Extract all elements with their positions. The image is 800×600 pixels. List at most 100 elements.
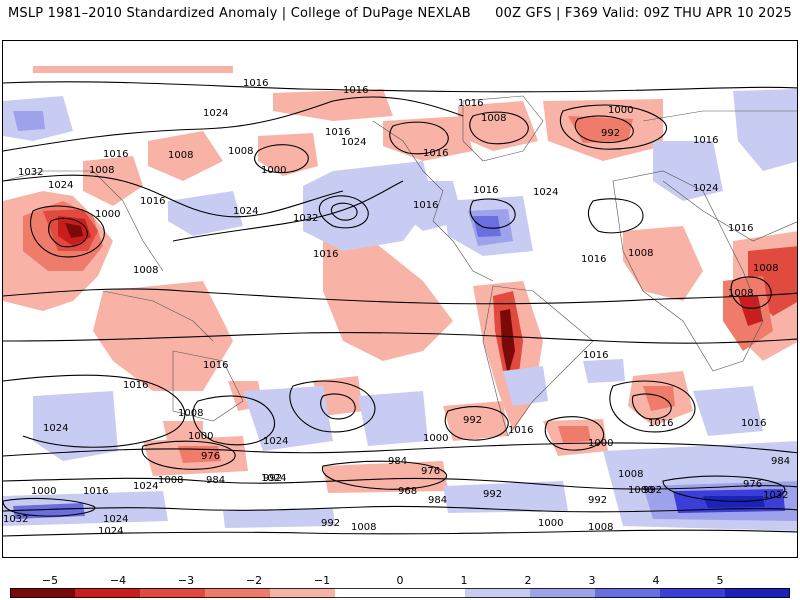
contour-label: 1032 (3, 514, 28, 525)
colorbar-tick-label: 5 (716, 574, 724, 587)
colorbar-tick-label: −4 (109, 574, 127, 587)
colorbar (10, 588, 790, 598)
contour-label: 1016 (583, 350, 608, 361)
contour-label: 1024 (103, 514, 128, 525)
contour-label: 1000 (608, 105, 633, 116)
contour-label: 1016 (343, 85, 368, 96)
contour-label: 1008 (628, 248, 653, 259)
contour-label: 1016 (423, 148, 448, 159)
contour-label: 1000 (95, 209, 120, 220)
colorbar-segment (205, 588, 271, 598)
contour-label: 1016 (83, 486, 108, 497)
contour-label: 1008 (168, 150, 193, 161)
colorbar-tick-label: 1 (460, 574, 468, 587)
contour-label: 1024 (533, 187, 558, 198)
colorbar-tick-label: 2 (524, 574, 532, 587)
colorbar-segment (465, 588, 531, 598)
contour-label: 1016 (741, 418, 766, 429)
contour-label: 1024 (43, 423, 68, 434)
contour-label: 984 (388, 456, 407, 467)
contour-label: 992 (643, 485, 662, 496)
contour-label: 1008 (753, 263, 778, 274)
colorbar-tick-label: 3 (588, 574, 596, 587)
colorbar-tick-label: 0 (396, 574, 404, 587)
contour-label: 976 (743, 479, 762, 490)
contour-label: 1000 (261, 165, 286, 176)
colorbar-segment (10, 588, 76, 598)
contour-label: 1032 (763, 490, 788, 501)
contour-label: 992 (588, 495, 607, 506)
anomaly-map-svg: 1016 1016 1016 1000 1008 992 1016 1024 1… (3, 66, 797, 537)
contour-label: 992 (463, 415, 482, 426)
colorbar-tick-label: −3 (177, 574, 195, 587)
model-run-info: 00Z GFS | F369 Valid: 09Z THU APR 10 202… (495, 6, 792, 21)
contour-label: 1016 (313, 249, 338, 260)
contour-label: 1024 (261, 473, 286, 484)
contour-label: 1032 (293, 213, 318, 224)
contour-label: 1016 (325, 127, 350, 138)
colorbar-segment (530, 588, 596, 598)
contour-label: 1000 (423, 433, 448, 444)
contour-label: 1024 (341, 137, 366, 148)
colorbar-segment (75, 588, 141, 598)
contour-label: 1000 (588, 438, 613, 449)
contour-label: 984 (771, 456, 790, 467)
contour-label: 984 (428, 495, 447, 506)
isobars (3, 81, 797, 537)
contour-label: 1000 (31, 486, 56, 497)
colorbar-tick-label: −1 (313, 574, 331, 587)
anomaly-map: 1016 1016 1016 1000 1008 992 1016 1024 1… (2, 40, 798, 558)
contour-label: 1008 (133, 265, 158, 276)
contour-label: 1016 (508, 425, 533, 436)
colorbar-segment (270, 588, 336, 598)
contour-label: 1016 (728, 223, 753, 234)
colorbar-segment (725, 588, 790, 598)
contour-label: 976 (421, 466, 440, 477)
contour-label: 1024 (98, 526, 123, 537)
contour-label: 1024 (48, 180, 73, 191)
contour-label: 1032 (18, 167, 43, 178)
contour-labels: 1016 1016 1016 1000 1008 992 1016 1024 1… (3, 78, 790, 537)
contour-label: 1024 (203, 108, 228, 119)
contour-label: 1016 (140, 196, 165, 207)
contour-label: 992 (601, 128, 620, 139)
contour-label: 1008 (728, 288, 753, 299)
contour-label: 1016 (103, 149, 128, 160)
contour-label: 1016 (458, 98, 483, 109)
contour-label: 968 (398, 486, 417, 497)
contour-label: 1000 (188, 431, 213, 442)
contour-label: 1016 (243, 78, 268, 89)
contour-label: 1008 (588, 522, 613, 533)
contour-label: 1008 (618, 469, 643, 480)
contour-label: 1024 (133, 481, 158, 492)
contour-label: 992 (483, 489, 502, 500)
colorbar-segment (335, 588, 401, 598)
contour-label: 1016 (203, 360, 228, 371)
contour-label: 1008 (351, 522, 376, 533)
contour-label: 1016 (413, 200, 438, 211)
contour-label: 1008 (481, 113, 506, 124)
colorbar-tick-label: 4 (652, 574, 660, 587)
contour-label: 1016 (648, 418, 673, 429)
colorbar-border (10, 588, 790, 598)
contour-label: 1016 (123, 380, 148, 391)
contour-label: 1016 (473, 185, 498, 196)
contour-label: 1000 (538, 518, 563, 529)
colorbar-labels: −5 −4 −3 −2 −1 0 1 2 3 4 5 (0, 574, 800, 588)
contour-label: 1016 (581, 254, 606, 265)
contour-label: 1008 (158, 475, 183, 486)
colorbar-tick-label: −5 (41, 574, 59, 587)
contour-label: 1024 (263, 436, 288, 447)
contour-label: 1016 (693, 135, 718, 146)
colorbar-segments (10, 588, 790, 598)
colorbar-segment (400, 588, 466, 598)
contour-label: 1024 (233, 206, 258, 217)
contour-label: 1024 (693, 183, 718, 194)
contour-label: 1008 (178, 408, 203, 419)
contour-label: 992 (321, 518, 340, 529)
contour-label: 1008 (89, 165, 114, 176)
contour-label: 992 (263, 473, 282, 484)
contour-label: 1000 (628, 485, 653, 496)
contour-label: 984 (206, 475, 225, 486)
map-title: MSLP 1981–2010 Standardized Anomaly | Co… (8, 6, 471, 21)
